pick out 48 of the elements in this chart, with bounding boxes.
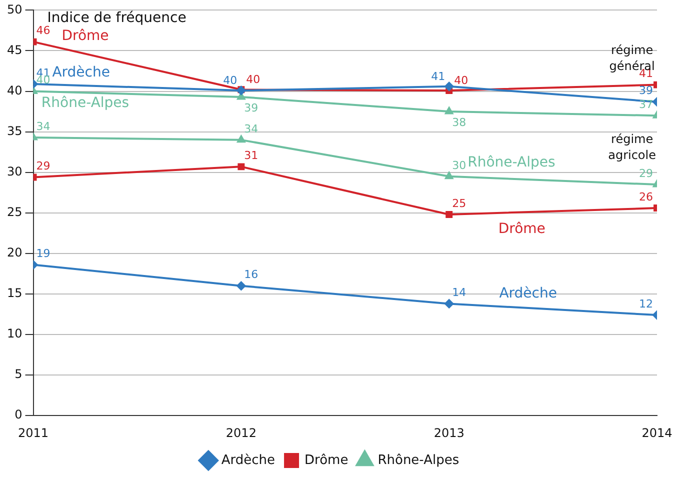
y-tick-label: 45 <box>6 42 22 57</box>
legend-label: Ardèche <box>221 452 276 468</box>
y-tick-label: 30 <box>6 164 22 178</box>
annotation: Ardèche <box>499 286 557 302</box>
data-label: 34 <box>36 120 50 133</box>
y-tick-label: 20 <box>6 246 22 260</box>
annotation: Drôme <box>62 28 109 44</box>
data-label: 19 <box>36 247 50 260</box>
data-label: 16 <box>244 268 258 282</box>
y-tick-label: 10 <box>6 326 22 341</box>
data-label: 41 <box>431 70 446 83</box>
y-tick-label: 40 <box>6 83 22 98</box>
data-label: 30 <box>452 158 466 172</box>
x-tick-label: 2013 <box>434 426 464 440</box>
x-tick-label: 2012 <box>226 426 256 440</box>
annotation: Rhône-Alpes <box>468 154 556 170</box>
annotation: Ardèche <box>52 64 110 80</box>
data-label: 46 <box>36 24 50 38</box>
data-label: 25 <box>452 196 466 210</box>
data-label: 14 <box>452 286 466 300</box>
x-tick-label: 2014 <box>642 426 672 440</box>
data-label: 37 <box>639 98 653 111</box>
x-tick-label: 2011 <box>18 426 49 440</box>
y-tick-label: 5 <box>14 367 22 382</box>
data-label: 38 <box>452 116 466 129</box>
annotation: Drôme <box>498 220 546 237</box>
data-label: 31 <box>244 149 258 162</box>
data-label: 34 <box>244 122 258 136</box>
y-tick-label: 15 <box>6 286 22 300</box>
data-label: 40 <box>454 74 468 87</box>
annotation: régime agricole <box>608 132 656 162</box>
data-label: 40 <box>36 74 50 87</box>
data-label: 26 <box>639 190 653 204</box>
legend-label: Drôme <box>304 452 348 468</box>
data-label: 40 <box>246 73 260 86</box>
y-tick-label: 50 <box>6 2 22 16</box>
y-tick-label: 25 <box>6 205 22 220</box>
y-tick-label: 35 <box>6 124 22 138</box>
legend-label: Rhône-Alpes <box>378 452 460 468</box>
data-label: 39 <box>244 101 258 114</box>
y-axis-title: Indice de fréquence <box>47 10 186 26</box>
data-label: 29 <box>639 166 653 180</box>
data-label: 29 <box>36 160 50 173</box>
data-label: 40 <box>223 74 238 87</box>
y-tick-label: 0 <box>14 408 22 422</box>
data-label: 12 <box>639 297 653 310</box>
data-label: 39 <box>639 84 653 98</box>
annotation: Rhône-Alpes <box>41 95 130 112</box>
